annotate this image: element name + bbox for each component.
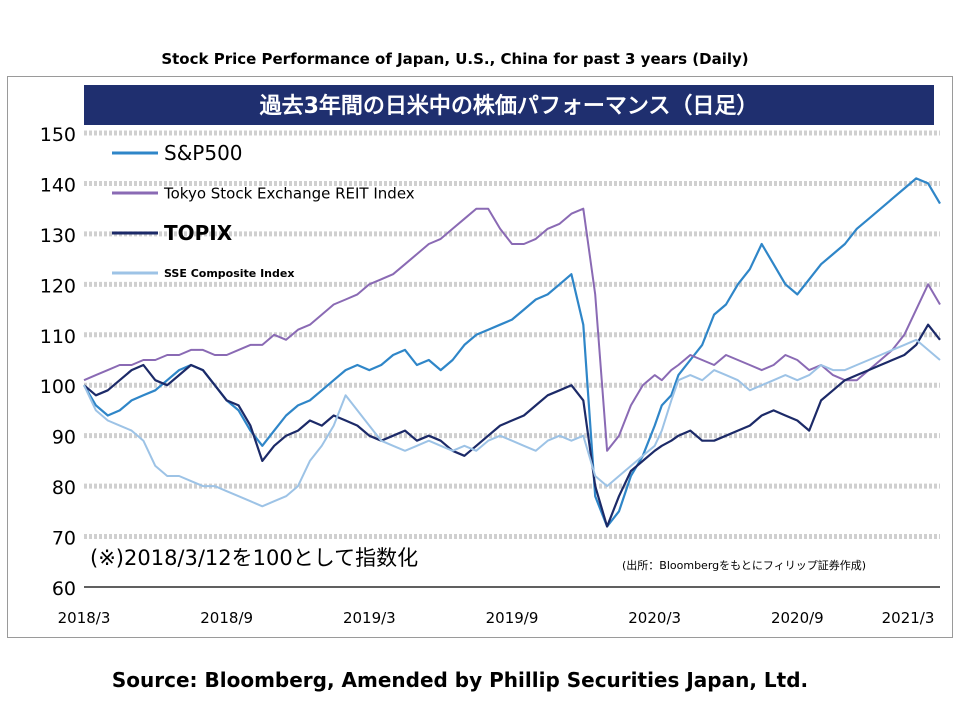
chart-frame: 過去3年間の日米中の株価パフォーマンス（日足） S&P500 Tokyo Stoc… — [7, 76, 953, 638]
line-chart: 過去3年間の日米中の株価パフォーマンス（日足） S&P500 Tokyo Stoc… — [40, 85, 941, 627]
x-tick-label: 2020/9 — [771, 609, 824, 627]
chart-source-inner: (出所：Bloombergをもとにフィリップ証券作成) — [622, 558, 866, 572]
axis-layer: 150 140 130 120 110 100 90 80 70 60 2018/3 2018/9 20… — [40, 124, 940, 627]
y-tick-label: 60 — [52, 578, 76, 600]
series-line-sse-composite-index — [83, 338, 941, 508]
y-tick-label: 150 — [40, 124, 76, 146]
y-tick-label: 130 — [40, 225, 76, 247]
legend: S&P500 Tokyo Stock Exchange REIT Index TOP… — [112, 141, 415, 280]
chart-title: 過去3年間の日米中の株価パフォーマンス（日足） — [260, 93, 759, 119]
y-tick-label: 140 — [40, 174, 76, 196]
y-tick-label: 100 — [40, 376, 76, 398]
x-tick-label: 2018/9 — [200, 609, 253, 627]
series-layer — [83, 177, 941, 528]
y-tick-label: 80 — [52, 477, 76, 499]
source-note: Source: Bloomberg, Amended by Phillip Se… — [111, 668, 809, 692]
title-bar — [84, 85, 934, 125]
legend-label: TOPIX — [164, 221, 233, 245]
grid-layer — [84, 130, 940, 540]
series-line-tokyo-stock-exchange-reit-index — [83, 207, 941, 452]
y-tick-label: 90 — [52, 427, 76, 449]
legend-label: S&P500 — [164, 141, 243, 165]
y-tick-label: 110 — [40, 326, 76, 348]
page-title: Stock Price Performance of Japan, U.S., … — [161, 50, 749, 68]
x-tick-label: 2018/3 — [58, 609, 111, 627]
series-line-topix — [83, 323, 941, 528]
x-tick-label: 2020/3 — [628, 609, 681, 627]
x-tick-label: 2021/3 — [882, 609, 935, 627]
y-tick-label: 120 — [40, 275, 76, 297]
chart-note: (※)2018/3/12を100として指数化 — [90, 546, 418, 570]
x-tick-label: 2019/9 — [486, 609, 539, 627]
legend-label: Tokyo Stock Exchange REIT Index — [163, 184, 415, 202]
x-tick-label: 2019/3 — [343, 609, 396, 627]
y-tick-label: 70 — [52, 528, 76, 550]
legend-label: SSE Composite Index — [164, 267, 294, 280]
